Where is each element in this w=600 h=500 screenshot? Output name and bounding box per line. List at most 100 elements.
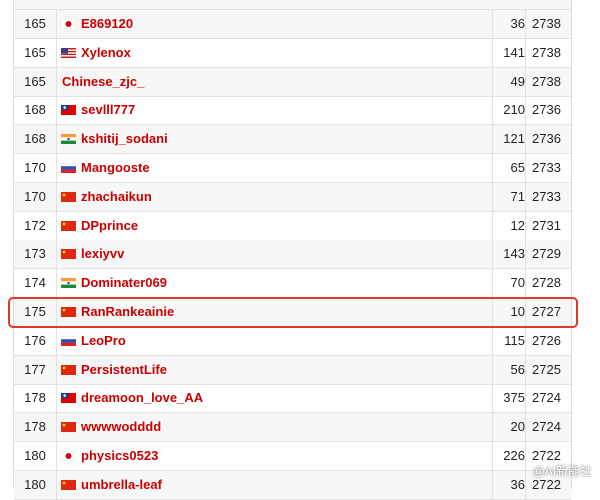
handle-link[interactable]: Chinese_zjc_ <box>62 73 145 89</box>
handle-link[interactable]: Xylenox <box>81 44 131 60</box>
flag-icon <box>61 47 76 58</box>
solved-count: 12 <box>493 211 526 240</box>
rank: 170 <box>14 182 57 211</box>
rank: 174 <box>14 269 57 298</box>
rating: 2733 <box>532 160 561 175</box>
handle-link[interactable]: umbrella-leaf <box>81 476 162 492</box>
flag-icon <box>61 422 76 433</box>
watermark: @AI新能社 <box>532 464 592 478</box>
rating: 2722 <box>532 448 561 463</box>
handle-link[interactable]: Dominater069 <box>81 275 167 291</box>
flag-icon <box>61 393 76 404</box>
handle-link[interactable]: lexiyvv <box>81 246 125 262</box>
flag-icon <box>61 364 76 375</box>
solved-count: 20 <box>493 413 526 442</box>
rating: 2738 <box>532 16 561 31</box>
handle-cell: wwwwodddd <box>57 413 493 442</box>
table-row: 178 wwwwodddd 20 2724 <box>14 413 571 443</box>
rating: 2736 <box>532 102 561 118</box>
rank: 180 <box>14 442 57 470</box>
flag-icon <box>61 307 76 317</box>
handle-cell: sevlll777 <box>57 96 493 125</box>
page: 165 E869120 36 2738 165 Xylenox 141 2738 165 Chin… <box>8 0 592 500</box>
handle-cell: Chinese_zjc_ <box>57 67 493 96</box>
handle-link[interactable]: LeoPro <box>81 332 126 348</box>
handle-cell: Dominater069 <box>57 269 493 298</box>
handle-link[interactable]: DPprince <box>81 217 139 233</box>
flag-icon <box>61 163 76 173</box>
rank: 170 <box>14 154 57 182</box>
handle-cell: zhachaikun <box>57 182 493 211</box>
solved-count: 71 <box>493 182 526 211</box>
rank: 165 <box>14 10 57 38</box>
rank: 177 <box>14 355 57 384</box>
rating: 2729 <box>532 246 561 262</box>
rank: 168 <box>14 125 57 154</box>
handle-link[interactable]: zhachaikun <box>81 188 152 204</box>
solved-count: 70 <box>493 269 526 298</box>
table-row: 170 Mangooste 65 2733 <box>14 154 571 183</box>
solved-count: 226 <box>493 442 526 470</box>
table-row: 165 E869120 36 2738 <box>14 10 571 39</box>
flag-icon <box>61 191 76 202</box>
solved-count: 36 <box>493 470 526 499</box>
handle-link[interactable]: PersistentLife <box>81 361 167 377</box>
table-row: 165 Chinese_zjc_ 49 2738 <box>14 67 571 97</box>
handle-cell: PersistentLife <box>57 355 493 384</box>
handle-cell: LeoPro <box>57 326 493 355</box>
handle-link[interactable]: RanRankeainie <box>81 304 175 319</box>
flag-icon <box>61 19 76 29</box>
rank: 165 <box>14 67 57 96</box>
rating: 2733 <box>532 188 561 204</box>
handle-cell: umbrella-leaf <box>57 470 493 499</box>
rank: 173 <box>14 240 57 269</box>
handle-link[interactable]: sevlll777 <box>81 102 136 118</box>
handle-cell: DPprince <box>57 211 493 240</box>
solved-count: 10 <box>493 298 526 326</box>
handle-cell: Xylenox <box>57 38 493 67</box>
table-row: 170 zhachaikun 71 2733 <box>14 182 571 212</box>
flag-icon <box>61 105 76 116</box>
handle-link[interactable]: Mangooste <box>81 160 150 175</box>
rating: 2728 <box>532 275 561 291</box>
solved-count: 143 <box>493 240 526 269</box>
table-row: 178 dreamoon_love_AA 375 2724 <box>14 384 571 414</box>
rank: 176 <box>14 326 57 355</box>
rank: 175 <box>14 298 57 326</box>
table-row: 180 physics0523 226 2722 <box>14 442 571 471</box>
table-row: 175 RanRankeainie 10 2727 <box>14 298 571 327</box>
handle-cell: Mangooste <box>57 154 493 182</box>
table-row: 177 PersistentLife 56 2725 <box>14 355 571 385</box>
handle-link[interactable]: dreamoon_love_AA <box>81 390 204 406</box>
table-row: 174 Dominater069 70 2728 <box>14 269 571 299</box>
solved-count: 65 <box>493 154 526 182</box>
handle-link[interactable]: kshitij_sodani <box>81 131 168 147</box>
table-row: 168 sevlll777 210 2736 <box>14 96 571 126</box>
flag-icon <box>61 134 76 145</box>
rank: 180 <box>14 470 57 499</box>
rating: 2738 <box>532 73 561 89</box>
rating: 2738 <box>532 44 561 60</box>
rating: 2736 <box>532 131 561 147</box>
table-row: 176 LeoPro 115 2726 <box>14 326 571 356</box>
solved-count: 375 <box>493 384 526 413</box>
flag-icon <box>61 451 76 461</box>
handle-cell: RanRankeainie <box>57 298 493 326</box>
handle-cell: kshitij_sodani <box>57 125 493 154</box>
handle-link[interactable]: wwwwodddd <box>81 419 162 435</box>
handle-link[interactable]: E869120 <box>81 16 134 31</box>
table-row: 180 umbrella-leaf 36 2722 <box>14 470 571 500</box>
solved-count: 36 <box>493 10 526 38</box>
solved-count: 121 <box>493 125 526 154</box>
rank: 178 <box>14 413 57 442</box>
rating: 2727 <box>532 304 561 319</box>
table-row: 165 Xylenox 141 2738 <box>14 38 571 68</box>
rating: 2724 <box>532 390 561 406</box>
rating: 2731 <box>532 217 561 233</box>
rank: 168 <box>14 96 57 125</box>
rank: 178 <box>14 384 57 413</box>
flag-icon <box>61 249 76 260</box>
rating: 2725 <box>532 361 561 377</box>
flag-icon <box>61 220 76 231</box>
handle-link[interactable]: physics0523 <box>81 448 159 463</box>
